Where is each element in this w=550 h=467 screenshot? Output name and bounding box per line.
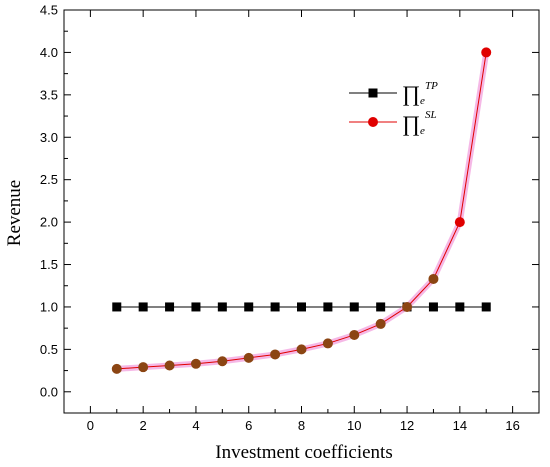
y-tick-label: 1.0 bbox=[40, 299, 58, 314]
legend-sup-sl: SL bbox=[425, 109, 437, 121]
y-tick-label: 0.5 bbox=[40, 342, 58, 357]
series-0-point bbox=[191, 302, 201, 312]
y-tick-label: 4.5 bbox=[40, 3, 58, 18]
x-tick-label: 12 bbox=[400, 418, 414, 433]
series-0-point bbox=[376, 302, 386, 312]
y-tick-label: 1.5 bbox=[40, 257, 58, 272]
series-line-1 bbox=[116, 52, 487, 370]
series-0-point bbox=[428, 302, 438, 312]
series-1-point bbox=[481, 47, 492, 58]
legend-sub-tp: e bbox=[420, 95, 425, 107]
x-tick-label: 16 bbox=[505, 418, 519, 433]
x-tick-label: 8 bbox=[298, 418, 305, 433]
series-1-point bbox=[138, 362, 149, 373]
series-0-point bbox=[323, 302, 333, 312]
y-tick-label: 0.0 bbox=[40, 384, 58, 399]
series-1-point bbox=[402, 301, 413, 312]
axes-layer: 0 2 4 6 8 10 12 14 16 0.0 0.5 1.0 1.5 2.0 2.5 3.0 3.5 4.0… bbox=[40, 3, 540, 433]
series-1-point bbox=[375, 318, 386, 329]
series-1-point bbox=[111, 363, 122, 374]
x-tick-label: 2 bbox=[140, 418, 147, 433]
series-0-point bbox=[455, 302, 465, 312]
y-axis-title: Revenue bbox=[4, 180, 25, 246]
series-1-point bbox=[296, 344, 307, 355]
series-1-point bbox=[190, 358, 201, 369]
y-tick-label: 4.0 bbox=[40, 45, 58, 60]
y-tick-label: 2.0 bbox=[40, 215, 58, 230]
x-tick-label: 4 bbox=[192, 418, 199, 433]
series-0-point bbox=[297, 302, 306, 312]
series-0-point bbox=[217, 302, 227, 312]
series-1-point bbox=[428, 273, 439, 284]
y-tick-label: 3.0 bbox=[40, 130, 58, 145]
x-tick-label: 10 bbox=[347, 418, 361, 433]
legend: ∏ e TP ∏ e SL bbox=[349, 80, 438, 137]
series-0-point bbox=[481, 302, 491, 312]
x-tick-label: 6 bbox=[245, 418, 252, 433]
series-1-point bbox=[349, 329, 360, 340]
plot-layer bbox=[111, 47, 492, 374]
series-0-point bbox=[112, 302, 122, 312]
x-tick-label: 14 bbox=[453, 418, 467, 433]
x-tick-label: 0 bbox=[87, 418, 94, 433]
series-1-point bbox=[322, 338, 333, 349]
series-1-point bbox=[243, 352, 254, 363]
series-0-point bbox=[270, 302, 280, 312]
legend-marker-sl bbox=[368, 117, 378, 127]
series-0-point bbox=[349, 302, 359, 312]
legend-marker-tp bbox=[368, 88, 378, 98]
legend-symbol-sl: ∏ bbox=[402, 111, 420, 136]
legend-sup-tp: TP bbox=[425, 80, 438, 92]
series-0-point bbox=[138, 302, 148, 312]
legend-symbol-tp: ∏ bbox=[402, 81, 420, 106]
series-1-point bbox=[217, 356, 228, 367]
series-0-point bbox=[165, 302, 175, 312]
legend-sub-sl: e bbox=[420, 125, 425, 137]
x-axis-title: Investment coefficients bbox=[215, 442, 392, 463]
series-highlight-band bbox=[113, 49, 490, 372]
y-tick-label: 3.5 bbox=[40, 87, 58, 102]
series-0-point bbox=[244, 302, 254, 312]
series-1-point bbox=[164, 360, 175, 371]
y-tick-label: 2.5 bbox=[40, 172, 58, 187]
series-1-point bbox=[454, 217, 465, 228]
series-1-point bbox=[270, 349, 281, 360]
